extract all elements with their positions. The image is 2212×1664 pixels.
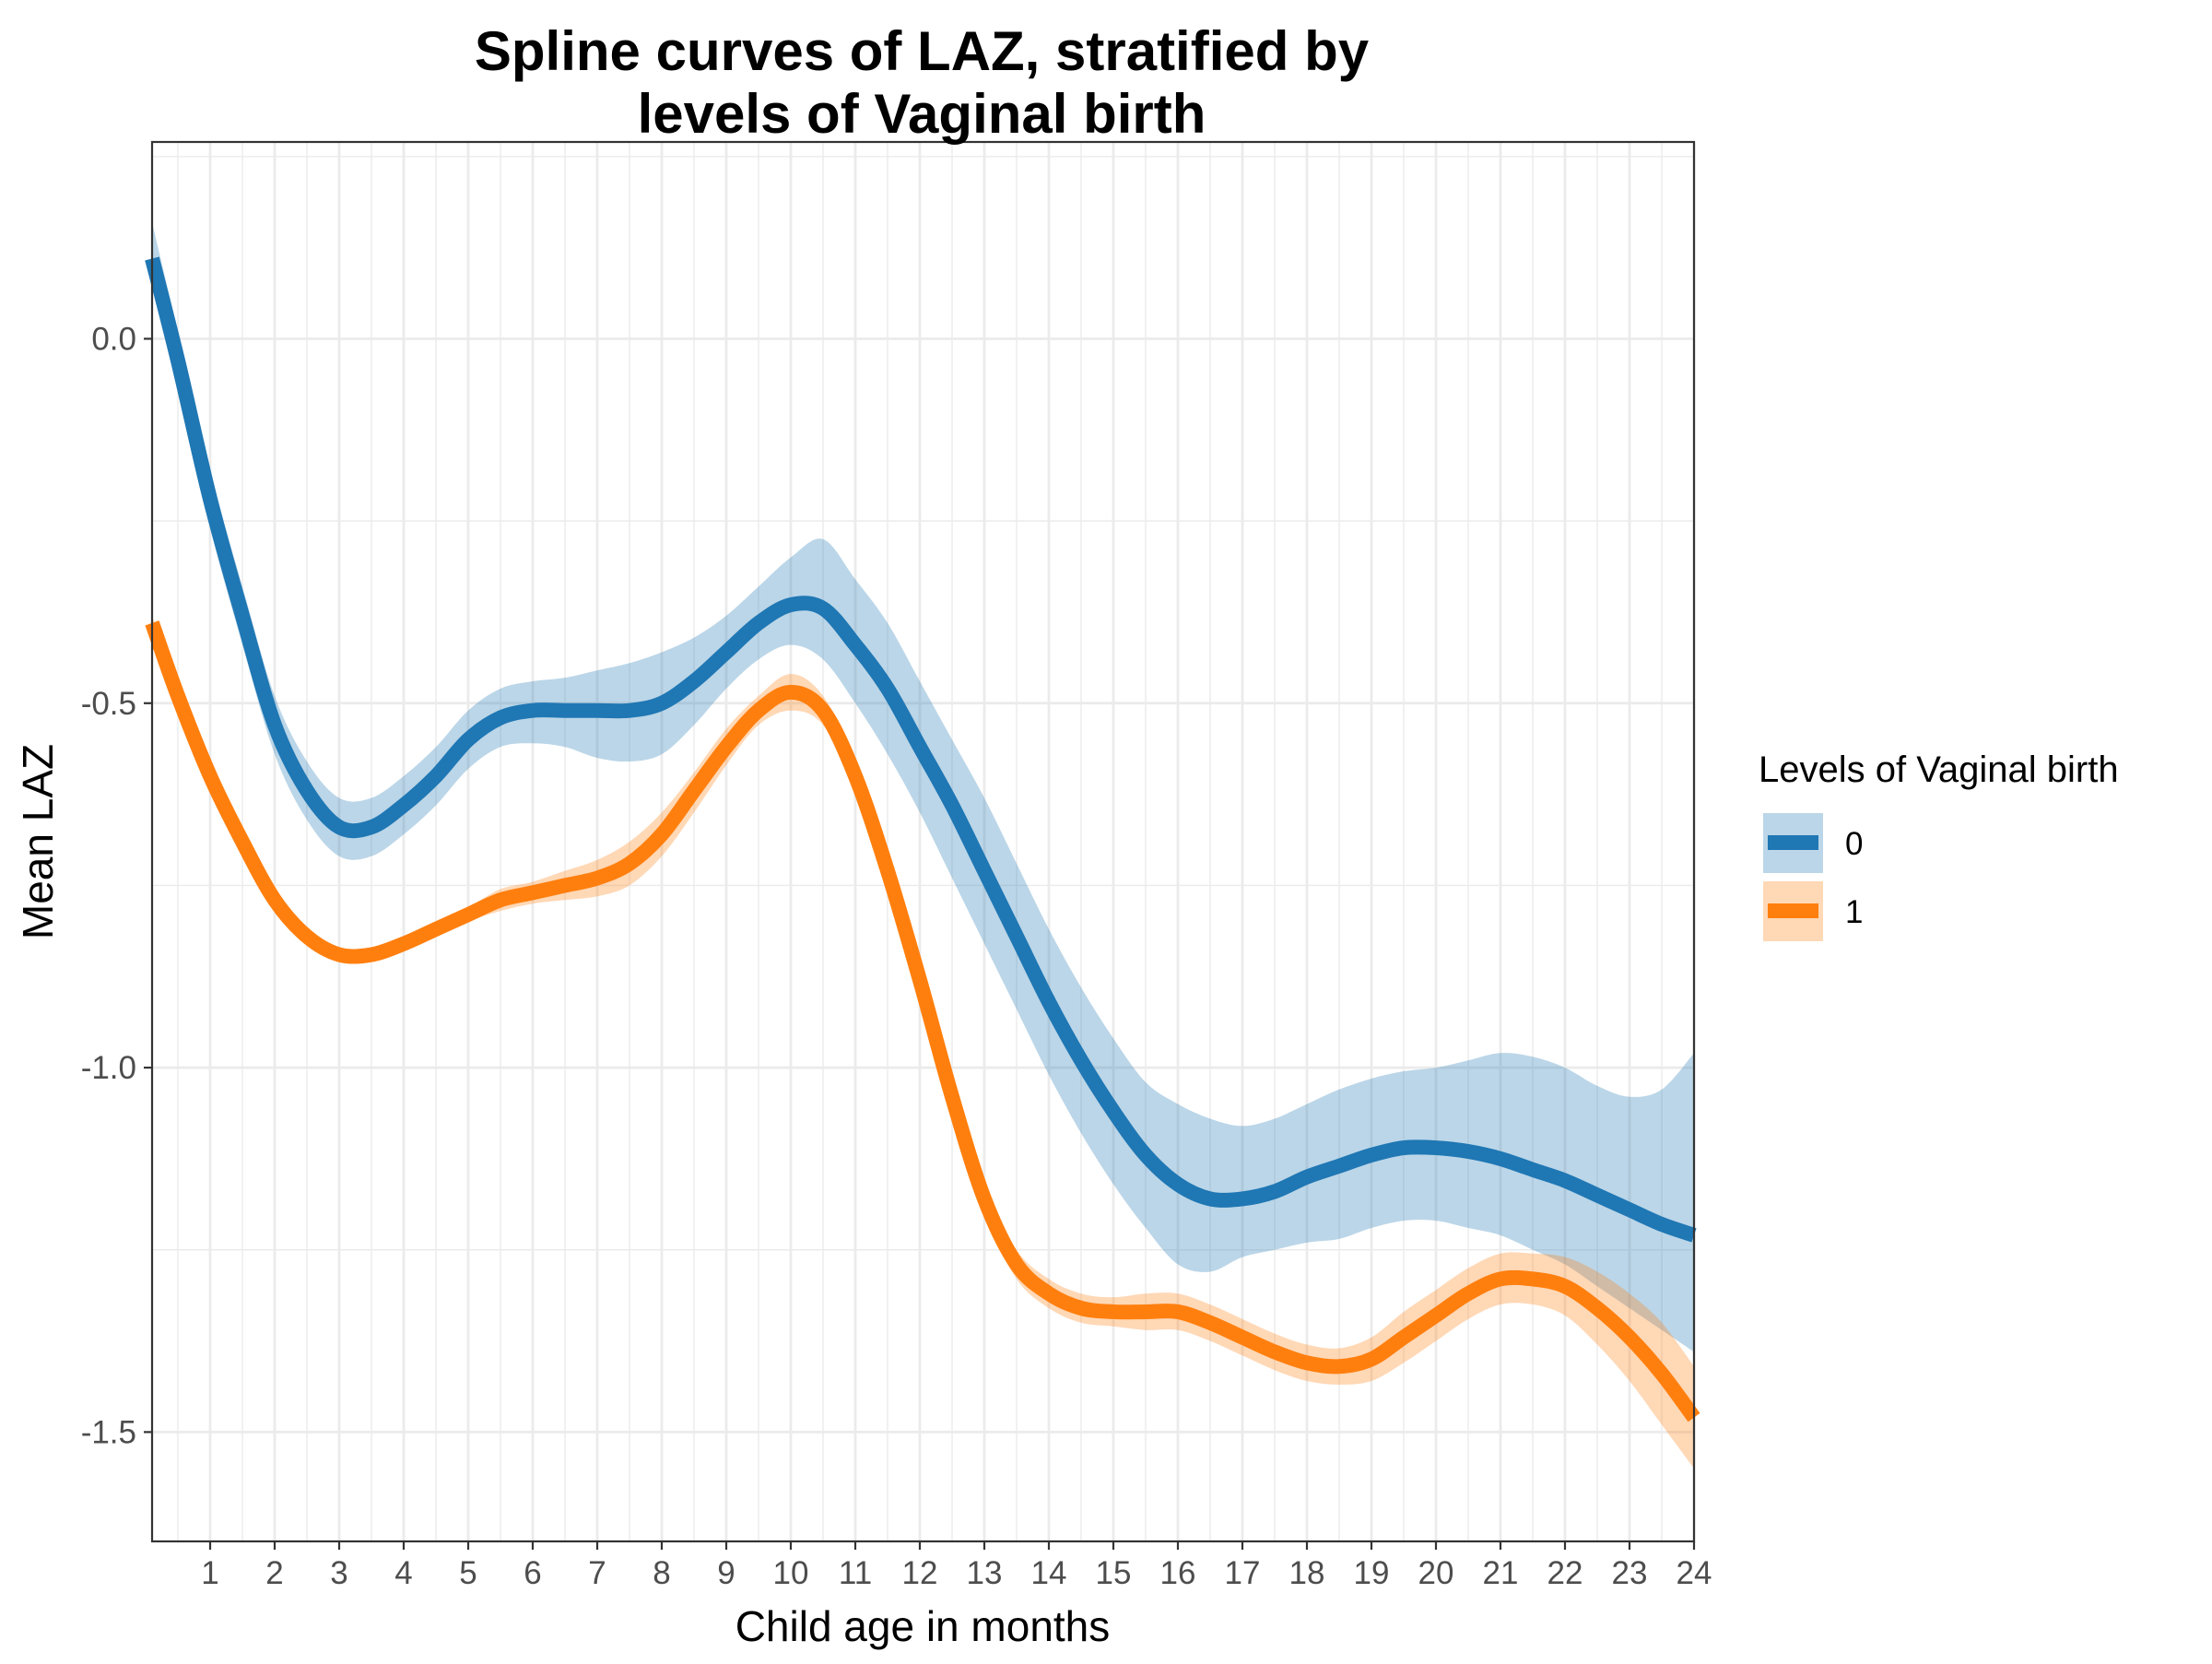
x-tick-label: 6 [524,1555,541,1591]
x-axis-title: Child age in months [735,1602,1111,1650]
x-tick-label: 13 [967,1555,1003,1591]
x-tick-label: 22 [1547,1555,1583,1591]
x-tick-label: 21 [1483,1555,1519,1591]
legend-item-0: 0 [1763,813,1863,873]
x-tick-label: 12 [902,1555,938,1591]
x-tick-label: 19 [1354,1555,1390,1591]
x-tick-label: 14 [1031,1555,1067,1591]
x-tick-label: 7 [588,1555,606,1591]
x-tick-label: 8 [653,1555,670,1591]
x-tick-label: 18 [1289,1555,1325,1591]
legend-label-0: 0 [1845,826,1863,862]
x-tick-label: 20 [1418,1555,1454,1591]
x-axis-ticks: 1 2 3 4 5 6 7 8 9 10 11 12 13 14 15 16 17 18 19 20 21 22 23 24 [201,1541,1712,1591]
spline-line-0 [145,256,1697,1243]
grid-lines [152,142,1696,1541]
x-tick-label: 4 [394,1555,412,1591]
legend-title: Levels of Vaginal birth [1759,749,2119,790]
legend: Levels of Vaginal birth 0 1 [1759,749,2119,941]
chart-title-line-2: levels of Vaginal birth [638,83,1206,145]
x-tick-label: 16 [1160,1555,1196,1591]
x-tick-label: 9 [717,1555,735,1591]
y-tick-label: 0.0 [91,321,136,357]
legend-label-1: 1 [1845,894,1863,930]
x-tick-label: 3 [330,1555,347,1591]
x-tick-label: 1 [201,1555,218,1591]
spline-lines [145,256,1700,1422]
x-tick-label: 23 [1612,1555,1648,1591]
y-tick-label: -1.0 [81,1050,136,1086]
spline-line-1 [145,620,1700,1422]
y-tick-label: -1.5 [81,1414,136,1450]
x-tick-label: 11 [839,1555,872,1591]
x-tick-label: 10 [773,1555,809,1591]
x-tick-label: 5 [459,1555,477,1591]
legend-item-1: 1 [1763,881,1863,941]
y-axis-ticks: 0.0 -0.5 -1.0 -1.5 [81,321,152,1450]
confidence-ribbon-0 [152,221,1694,1352]
y-tick-label: -0.5 [81,686,136,722]
x-tick-label: 2 [265,1555,283,1591]
x-tick-label: 17 [1225,1555,1261,1591]
confidence-ribbons [152,221,1694,1469]
y-axis-title: Mean LAZ [14,744,62,939]
x-tick-label: 24 [1677,1555,1712,1591]
x-tick-label: 15 [1096,1555,1132,1591]
chart-title-line-1: Spline curves of LAZ, stratified by [475,20,1370,82]
panel-border [150,140,1696,1543]
